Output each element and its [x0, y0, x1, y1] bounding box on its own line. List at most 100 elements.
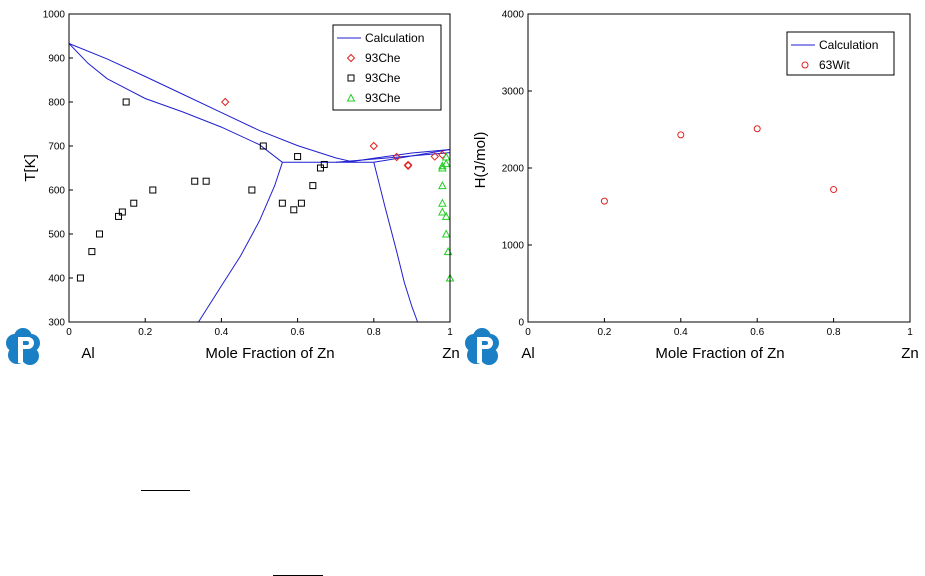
- phase-diagram-legend-swatch-diamond: [346, 53, 356, 63]
- phase-diagram-xtick-label: 0.2: [138, 327, 152, 338]
- phase-diagram-data-point-square: [191, 177, 199, 185]
- phase-diagram-data-point-square: [95, 230, 103, 238]
- phase-diagram-ytick-label: 1000: [43, 10, 66, 21]
- phase-diagram-data-point-diamond: [392, 152, 401, 162]
- enthalpy-x-left-label: Al: [521, 345, 534, 362]
- phase-diagram-data-point-triangle: [441, 159, 451, 168]
- stray-line-1: [141, 490, 190, 491]
- enthalpy-data-point-circle: [677, 131, 685, 139]
- phase-diagram-data-point-triangle: [441, 152, 451, 161]
- enthalpy-ytick-label: 0: [518, 318, 524, 329]
- phase-diagram-legend-label: 93Che: [365, 71, 401, 85]
- phase-diagram-calculation-line: [373, 162, 419, 323]
- phase-diagram-data-point-triangle: [441, 211, 451, 220]
- phase-diagram-legend-label: Calculation: [365, 31, 424, 45]
- phase-diagram-xtick-label: 0.6: [291, 327, 305, 338]
- enthalpy-xlabel: Mole Fraction of Zn: [655, 345, 784, 362]
- enthalpy-ticks: 0 0.2 0.4 0.6 0.8 1 0 1000 2000 3000 4000: [502, 10, 913, 339]
- logo-icon: [6, 328, 40, 365]
- enthalpy-points: [600, 125, 838, 205]
- phase-diagram-data-point-diamond: [369, 141, 379, 151]
- enthalpy-legend-label: 63Wit: [819, 58, 850, 72]
- logo-icon: [465, 328, 499, 365]
- phase-diagram-data-point-square: [118, 208, 126, 216]
- enthalpy-ylabel: H(J/mol): [472, 132, 489, 189]
- phase-diagram-data-point-triangle: [438, 163, 447, 172]
- phase-diagram-data-point-triangle: [441, 229, 451, 238]
- phase-diagram-xlabel: Mole Fraction of Zn: [205, 345, 334, 362]
- phase-diagram-data-point-triangle: [438, 207, 447, 216]
- enthalpy-xtick-label: 0.8: [827, 327, 841, 338]
- phase-diagram-x-left-label: Al: [81, 345, 94, 362]
- phase-diagram-data-point-square: [316, 164, 324, 172]
- phase-diagram-chart: 0 0.2 0.4 0.6 0.8 13004005006007008009001000 …: [6, 10, 460, 365]
- phase-diagram-data-point-square: [320, 160, 328, 168]
- phase-diagram-x-right-label: Zn: [442, 345, 460, 362]
- phase-diagram-data-point-square: [309, 182, 317, 190]
- phase-diagram-data-point-square: [76, 274, 84, 282]
- phase-diagram-ylabel: T[K]: [22, 154, 39, 182]
- phase-diagram-ytick-label: 500: [48, 230, 65, 241]
- phase-diagram-ytick-label: 600: [48, 186, 65, 197]
- phase-diagram-xtick-label: 0: [66, 327, 72, 338]
- phase-diagram-ytick-label: 400: [48, 274, 65, 285]
- enthalpy-xtick-label: 0: [525, 327, 531, 338]
- phase-diagram-xtick-label: 0.4: [214, 327, 228, 338]
- phase-diagram-data-point-square: [88, 248, 96, 256]
- phase-diagram-plot-frame: [68, 13, 451, 323]
- enthalpy-ytick-label: 2000: [502, 164, 525, 175]
- phase-diagram-ytick-label: 300: [48, 318, 65, 329]
- phase-diagram-xtick-label: 1: [447, 327, 453, 338]
- phase-diagram-data-point-triangle: [438, 198, 447, 207]
- enthalpy-xtick-label: 1: [907, 327, 913, 338]
- phase-diagram-data-point-square: [149, 186, 157, 194]
- phase-diagram-data-point-triangle: [438, 181, 447, 190]
- phase-diagram-ytick-label: 700: [48, 142, 65, 153]
- phase-diagram-calculation-line: [373, 149, 451, 163]
- phase-diagram-data-point-triangle: [438, 161, 447, 170]
- enthalpy-legend-swatch-circle: [801, 61, 809, 69]
- enthalpy-ytick-label: 3000: [502, 87, 525, 98]
- phase-diagram-data-point-square: [278, 199, 286, 207]
- enthalpy-xtick-label: 0.4: [674, 327, 688, 338]
- phase-diagram-data-point-square: [290, 206, 298, 214]
- phase-diagram-data-point-diamond: [403, 161, 413, 171]
- enthalpy-legend: Calculation 63Wit: [786, 31, 895, 76]
- phase-diagram-legend-swatch-triangle: [346, 93, 356, 102]
- enthalpy-legend-label: Calculation: [819, 38, 878, 52]
- phase-diagram-points: [76, 97, 455, 282]
- enthalpy-xtick-label: 0.2: [597, 327, 611, 338]
- phase-diagram-calculation-line: [198, 162, 283, 323]
- phase-diagram-ytick-label: 800: [48, 98, 65, 109]
- enthalpy-data-point-circle: [753, 125, 761, 133]
- phase-diagram-lines: [68, 43, 451, 323]
- enthalpy-ytick-label: 4000: [502, 10, 525, 21]
- phase-diagram-data-point-diamond: [403, 160, 413, 170]
- enthalpy-data-point-circle: [600, 197, 608, 205]
- enthalpy-x-right-label: Zn: [901, 345, 919, 362]
- phase-diagram-calculation-line: [347, 149, 451, 163]
- phase-diagram-data-point-square: [202, 177, 210, 185]
- phase-diagram-data-point-square: [130, 199, 138, 207]
- phase-diagram-data-point-diamond: [430, 152, 439, 161]
- phase-diagram-legend-box: [332, 24, 442, 111]
- phase-diagram-legend-label: 93Che: [365, 91, 401, 105]
- phase-diagram-data-point-triangle: [443, 247, 453, 256]
- phase-diagram-data-point-diamond: [221, 97, 230, 107]
- phase-diagram-data-point-diamond: [438, 150, 447, 160]
- phase-diagram-data-point-square: [259, 142, 267, 150]
- phase-diagram-data-point-square: [115, 212, 123, 220]
- phase-diagram-data-point-square: [122, 98, 130, 106]
- phase-diagram-legend: Calculation 93Che 93Che 93Che: [332, 24, 442, 111]
- phase-diagram-calculation-line: [68, 43, 355, 163]
- phase-diagram-data-point-square: [248, 186, 256, 194]
- phase-diagram-data-point-square: [297, 199, 305, 207]
- phase-diagram-calculation-line: [68, 43, 283, 163]
- enthalpy-ytick-label: 1000: [502, 241, 525, 252]
- phase-diagram-legend-swatch-square: [347, 74, 355, 82]
- phase-diagram-ytick-label: 900: [48, 54, 65, 65]
- phase-diagram-xtick-label: 0.8: [367, 327, 381, 338]
- phase-diagram-data-point-square: [294, 153, 302, 161]
- phase-diagram-legend-label: 93Che: [365, 51, 401, 65]
